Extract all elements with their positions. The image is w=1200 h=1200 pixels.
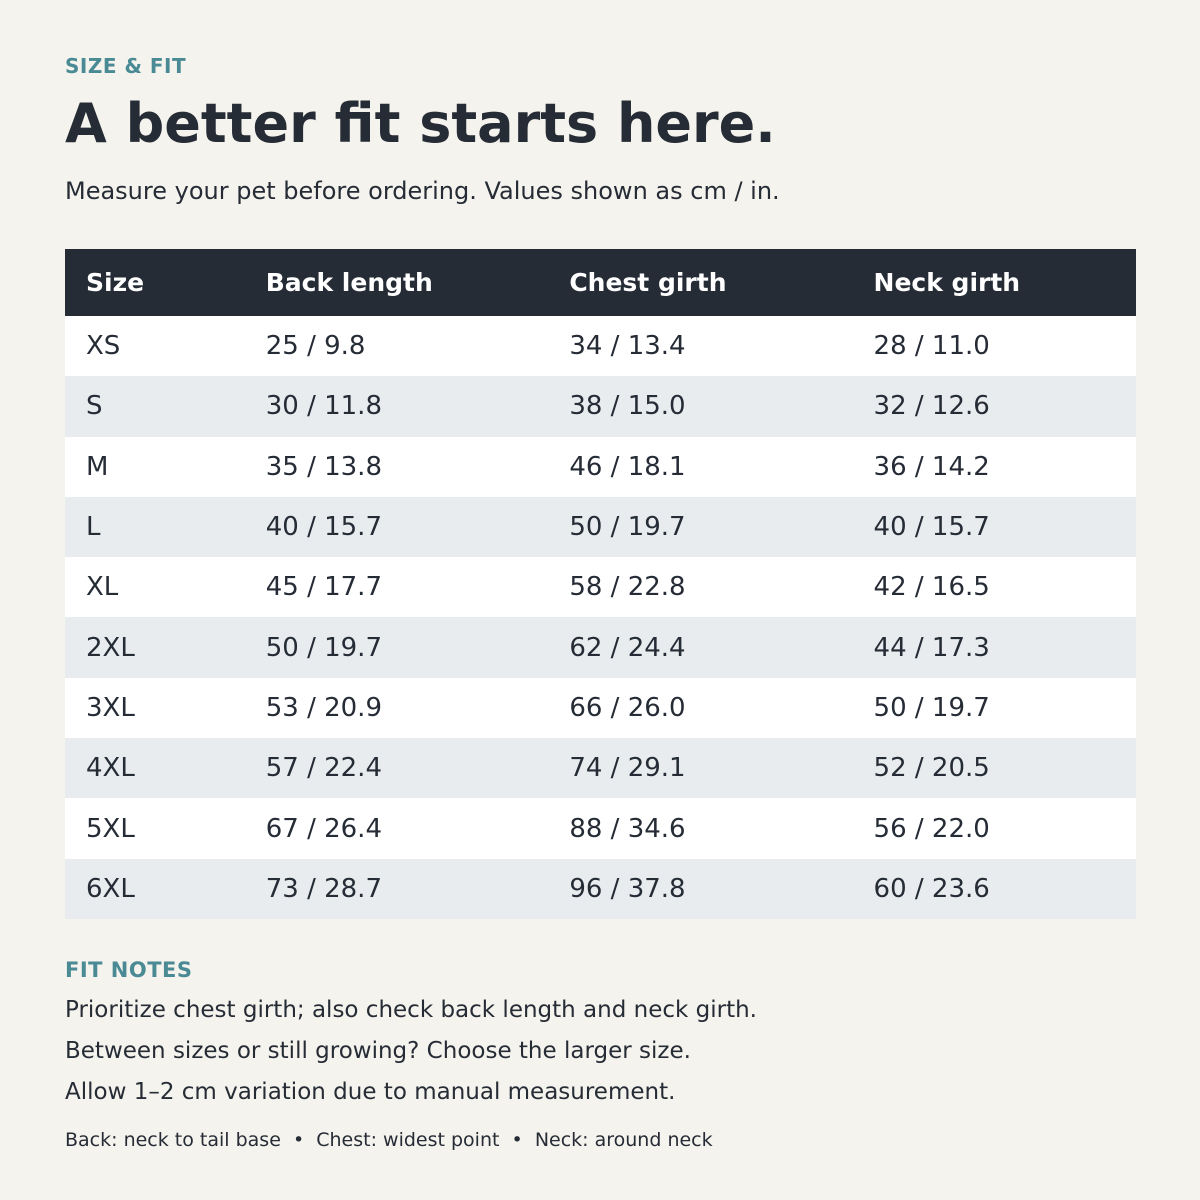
table-body: XS 25 / 9.8 34 / 13.4 28 / 11.0 S 30 / 11.8 38… [65,316,1136,919]
table-row: 6XL 73 / 28.7 96 / 37.8 60 / 23.6 [65,858,1136,919]
table-cell: 62 / 24.4 [548,617,853,678]
header-row: Size Back length Chest girth Neck girth [65,249,1136,316]
note-line: Prioritize chest girth; also check back … [65,997,757,1023]
table-cell: 66 / 26.0 [548,677,853,739]
table-cell: 50 / 19.7 [852,677,1136,739]
table-cell: 25 / 9.8 [244,316,549,377]
column-header: Chest girth [548,249,853,316]
column-header: Neck girth [852,249,1136,316]
table-cell: S [65,376,245,437]
table-cell: 34 / 13.4 [548,316,853,377]
table-cell: 56 / 22.0 [852,798,1136,859]
note-line: Between sizes or still growing? Choose t… [65,1038,691,1064]
table-row: L 40 / 15.7 50 / 19.7 40 / 15.7 [65,496,1136,558]
table-row: 5XL 67 / 26.4 88 / 34.6 56 / 22.0 [65,798,1136,859]
table-cell: 57 / 22.4 [244,738,549,799]
table-cell: 50 / 19.7 [548,496,853,558]
table-cell: 35 / 13.8 [244,436,549,497]
table-cell: 30 / 11.8 [244,376,549,437]
footer: Back: neck to tail base • Chest: widest … [65,1129,713,1151]
table-cell: 45 / 17.7 [244,557,549,618]
table-cell: 58 / 22.8 [548,557,853,618]
table-cell: 5XL [65,798,245,859]
table-cell: 96 / 37.8 [548,858,853,919]
column-header: Size [65,249,245,316]
table-cell: 52 / 20.5 [852,738,1136,799]
table-cell: 88 / 34.6 [548,798,853,859]
table-cell: 42 / 16.5 [852,557,1136,618]
table-cell: 53 / 20.9 [244,677,549,739]
table-row: 2XL 50 / 19.7 62 / 24.4 44 / 17.3 [65,617,1136,678]
table-row: XS 25 / 9.8 34 / 13.4 28 / 11.0 [65,316,1136,377]
table-cell: 3XL [65,677,245,739]
table-cell: 40 / 15.7 [244,496,549,558]
table-cell: M [65,436,245,497]
table-cell: 50 / 19.7 [244,617,549,678]
table-row: 4XL 57 / 22.4 74 / 29.1 52 / 20.5 [65,738,1136,799]
table-cell: 73 / 28.7 [244,858,549,919]
table-cell: XL [65,557,245,618]
table-cell: 36 / 14.2 [852,436,1136,497]
table-row: XL 45 / 17.7 58 / 22.8 42 / 16.5 [65,557,1136,618]
table-cell: 2XL [65,617,245,678]
table-cell: 67 / 26.4 [244,798,549,859]
title: A better fit starts here. [65,92,776,155]
column-header: Back length [244,249,549,316]
table-cell: XS [65,316,245,377]
table-cell: 74 / 29.1 [548,738,853,799]
table-cell: L [65,496,245,558]
subtitle: Measure your pet before ordering. Values… [65,177,780,205]
table-cell: 38 / 15.0 [548,376,853,437]
table-row: 3XL 53 / 20.9 66 / 26.0 50 / 19.7 [65,677,1136,739]
table-cell: 46 / 18.1 [548,436,853,497]
size-table: Size Back length Chest girth Neck girth XS 2… [65,249,1136,919]
table-cell: 40 / 15.7 [852,496,1136,558]
table-cell: 44 / 17.3 [852,617,1136,678]
table-cell: 6XL [65,858,245,919]
table-cell: 4XL [65,738,245,799]
table-row: S 30 / 11.8 38 / 15.0 32 / 12.6 [65,376,1136,437]
table-cell: 28 / 11.0 [852,316,1136,377]
notes-title: FIT NOTES [65,958,193,982]
note-line: Allow 1–2 cm variation due to manual mea… [65,1079,676,1105]
eyebrow: SIZE & FIT [65,54,187,78]
table-cell: 32 / 12.6 [852,376,1136,437]
table-cell: 60 / 23.6 [852,858,1136,919]
table-row: M 35 / 13.8 46 / 18.1 36 / 14.2 [65,436,1136,497]
